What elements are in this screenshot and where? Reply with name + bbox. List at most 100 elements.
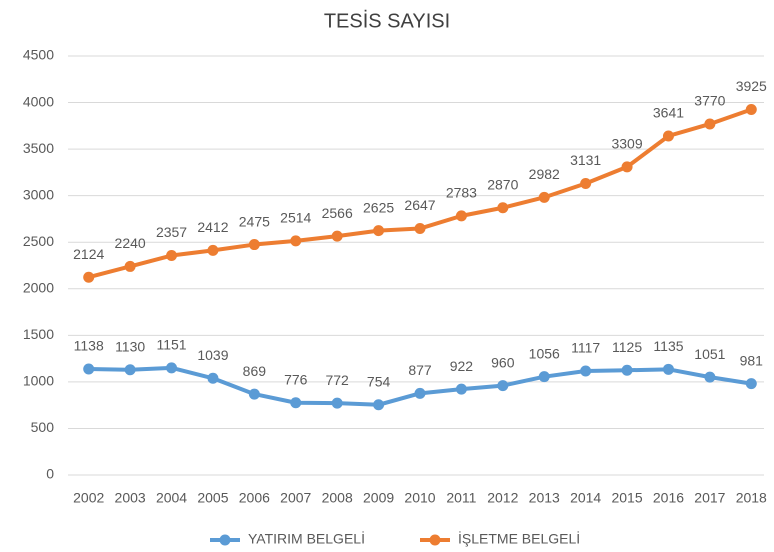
point <box>83 271 95 283</box>
x-tick-label: 2011 <box>446 490 476 506</box>
point <box>124 260 136 272</box>
point <box>455 210 467 222</box>
point <box>455 383 467 395</box>
data-label: 1117 <box>571 340 600 356</box>
point <box>248 239 260 251</box>
x-tick-label: 2003 <box>115 490 146 506</box>
data-label: 877 <box>408 362 432 378</box>
point <box>207 372 219 384</box>
data-label: 922 <box>450 358 474 374</box>
data-label: 1151 <box>156 337 186 353</box>
x-tick-label: 2014 <box>570 490 601 506</box>
legend-marker <box>429 534 441 546</box>
x-tick-label: 2015 <box>611 490 642 506</box>
data-label: 2514 <box>280 210 311 226</box>
data-label: 3131 <box>570 152 601 168</box>
point <box>497 202 509 214</box>
data-label: 2412 <box>197 219 228 235</box>
data-label: 776 <box>284 371 308 387</box>
point <box>662 363 674 375</box>
data-label: 2647 <box>404 197 435 213</box>
x-tick-label: 2004 <box>156 490 187 506</box>
point <box>373 399 385 411</box>
data-label: 2357 <box>156 224 187 240</box>
y-tick-label: 500 <box>31 419 55 435</box>
x-tick-label: 2007 <box>280 490 311 506</box>
data-label: 1125 <box>612 339 642 355</box>
data-label: 2625 <box>363 199 394 215</box>
y-tick-label: 1000 <box>23 373 54 389</box>
legend-label: YATIRIM BELGELİ <box>248 530 365 547</box>
point <box>497 380 509 392</box>
y-tick-label: 4500 <box>23 47 54 63</box>
x-tick-label: 2017 <box>694 490 725 506</box>
point <box>373 225 385 237</box>
point <box>621 161 633 173</box>
data-label: 2982 <box>529 166 560 182</box>
point <box>662 130 674 142</box>
data-label: 3770 <box>694 93 725 109</box>
point <box>207 244 219 256</box>
x-tick-label: 2005 <box>197 490 228 506</box>
point <box>745 104 757 116</box>
point <box>166 250 178 262</box>
data-label: 1039 <box>197 347 228 363</box>
point <box>331 397 343 409</box>
y-tick-label: 2000 <box>23 279 54 295</box>
y-tick-label: 4000 <box>23 93 54 109</box>
data-label: 3641 <box>653 105 684 121</box>
point <box>331 230 343 242</box>
data-label: 2783 <box>446 185 477 201</box>
data-label: 754 <box>367 373 391 389</box>
x-tick-label: 2008 <box>322 490 353 506</box>
y-tick-label: 0 <box>46 466 54 482</box>
point <box>580 365 592 377</box>
legend-marker <box>219 534 231 546</box>
data-label: 2566 <box>322 205 353 221</box>
point <box>538 191 550 203</box>
point <box>704 371 716 383</box>
y-tick-label: 3000 <box>23 186 54 202</box>
legend-label: İŞLETME BELGELİ <box>458 530 580 547</box>
data-label: 2475 <box>239 213 270 229</box>
y-tick-label: 2500 <box>23 233 54 249</box>
data-label: 2870 <box>487 176 518 192</box>
data-label: 1135 <box>653 338 683 354</box>
x-tick-label: 2012 <box>487 490 518 506</box>
data-label: 981 <box>740 352 764 368</box>
point <box>580 177 592 189</box>
data-label: 3309 <box>611 136 642 152</box>
y-tick-label: 1500 <box>23 326 54 342</box>
point <box>414 387 426 399</box>
x-tick-label: 2016 <box>653 490 684 506</box>
data-label: 2240 <box>115 235 146 251</box>
point <box>290 235 302 247</box>
point <box>704 118 716 130</box>
data-label: 1130 <box>115 338 145 354</box>
point <box>83 363 95 375</box>
point <box>248 388 260 400</box>
point <box>745 378 757 390</box>
point <box>290 397 302 409</box>
x-tick-label: 2018 <box>736 490 767 506</box>
data-label: 3925 <box>736 78 767 94</box>
chart-title: TESİS SAYISI <box>324 9 450 32</box>
x-tick-label: 2006 <box>239 490 270 506</box>
data-label: 1056 <box>529 345 560 361</box>
y-tick-label: 3500 <box>23 140 54 156</box>
point <box>124 364 136 376</box>
data-label: 869 <box>243 363 267 379</box>
point <box>538 371 550 383</box>
x-tick-label: 2010 <box>404 490 435 506</box>
data-label: 960 <box>491 354 515 370</box>
point <box>414 223 426 235</box>
series-line <box>88 107 752 280</box>
data-label: 1051 <box>694 346 725 362</box>
data-label: 1138 <box>74 338 104 354</box>
x-tick-label: 2009 <box>363 490 394 506</box>
x-tick-label: 2013 <box>529 490 560 506</box>
point <box>621 364 633 376</box>
data-label: 2124 <box>73 246 104 262</box>
data-label: 772 <box>325 372 349 388</box>
